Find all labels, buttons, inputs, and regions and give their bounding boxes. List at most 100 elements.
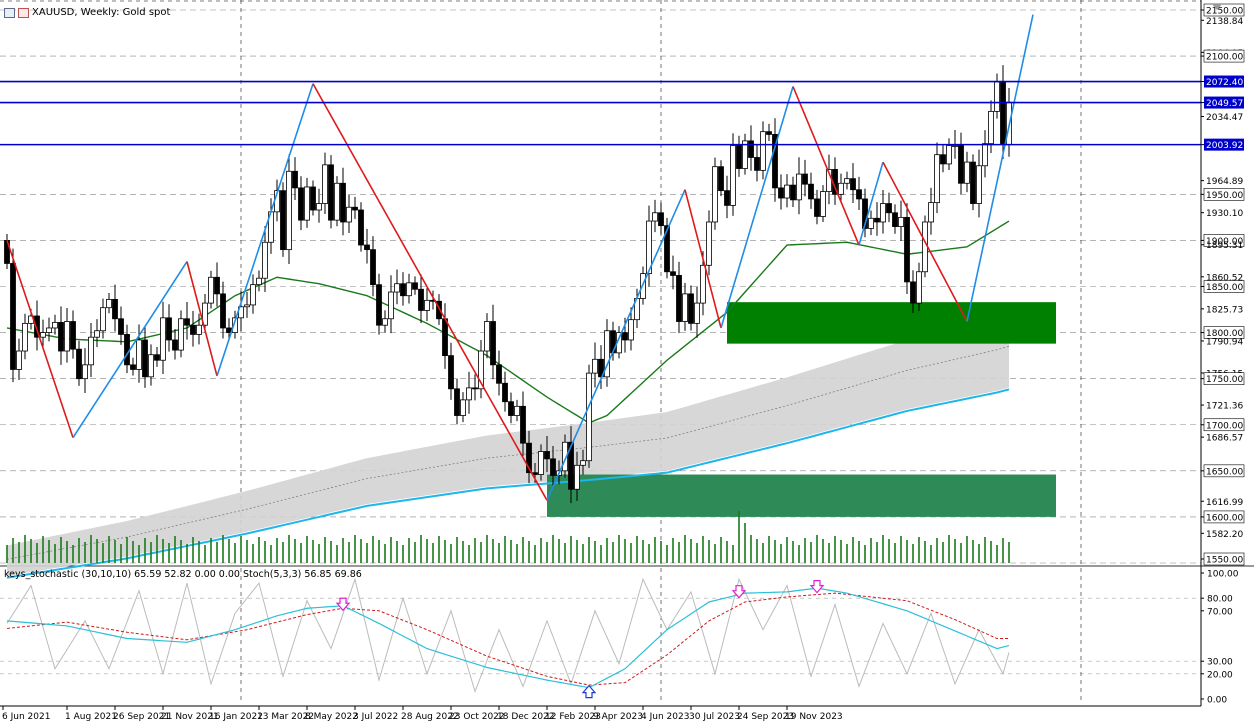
y-tick-label: 1550.00: [1206, 556, 1243, 566]
candle-body: [466, 387, 472, 401]
candle-body: [88, 336, 94, 366]
y-tick-label: 1790.94: [1206, 337, 1243, 347]
candle-body: [700, 264, 706, 304]
candle-body: [796, 173, 802, 201]
chart-shift-icon[interactable]: [1212, 4, 1222, 10]
candle-body: [130, 364, 136, 370]
stoch-main-line: [6, 587, 1010, 689]
zones: [6, 302, 1056, 576]
candle-body: [472, 387, 478, 390]
candle-body: [922, 221, 928, 273]
candle-body: [730, 145, 736, 206]
chart-grid-icon[interactable]: [4, 7, 15, 18]
volume-bars: [6, 511, 1010, 563]
candle-body: [322, 164, 328, 204]
candle-body: [568, 441, 574, 490]
candle-body: [484, 321, 490, 352]
candle-body: [118, 318, 124, 335]
x-tick-label: 1 Aug 2021: [65, 712, 117, 722]
zigzag-segment: [6, 240, 74, 438]
candle-body: [142, 339, 148, 378]
candle-body: [382, 318, 388, 326]
candle-body: [478, 350, 484, 390]
candle-body: [562, 441, 568, 472]
candle-body: [460, 399, 466, 416]
zigzag-segment: [882, 161, 968, 322]
y-tick-label: 1600.00: [1206, 513, 1243, 523]
y-tick-label: 2034.47: [1206, 113, 1243, 123]
candle-body: [580, 460, 586, 466]
candle-body: [898, 216, 904, 227]
x-tick-label: 28 Aug 2022: [401, 712, 459, 722]
candle-body: [748, 140, 754, 158]
candle-body: [184, 318, 190, 326]
zigzag-segment: [720, 86, 794, 329]
y-tick-label: 1650.00: [1206, 467, 1243, 477]
candle-body: [760, 131, 766, 171]
candle-body: [514, 405, 520, 416]
y-tick-label: 1964.89: [1206, 177, 1243, 187]
candle-body: [328, 164, 334, 221]
candle-body: [406, 282, 412, 297]
price-label-frame: [1203, 552, 1245, 566]
stoch-fast-line: [6, 577, 1010, 693]
x-tick-label: 18 Dec 2022: [497, 712, 555, 722]
ma-green-line: [6, 220, 1010, 424]
stoch-tick-label: 70.00: [1207, 607, 1233, 617]
candle-body: [10, 263, 16, 370]
y-tick-label: 1750.00: [1206, 375, 1243, 385]
y-tick-label: 1582.20: [1206, 530, 1243, 540]
candle-body: [1000, 81, 1006, 145]
zigzag-segment: [966, 14, 1034, 322]
candle-body: [952, 145, 958, 147]
candle-body: [646, 220, 652, 274]
price-label-frame: [1203, 418, 1245, 432]
candle-body: [946, 145, 952, 165]
candle-body: [490, 321, 496, 366]
demand-zone-upper: [727, 302, 1056, 344]
candle-body: [442, 318, 448, 357]
price-label-frame: [1203, 510, 1245, 524]
candle-body: [592, 358, 598, 374]
candle-body: [658, 212, 664, 227]
candle-body: [454, 388, 460, 416]
candle-body: [856, 189, 862, 200]
stoch-tick-label: 30.00: [1207, 658, 1233, 668]
candle-body: [64, 321, 70, 352]
candle-body: [220, 293, 226, 329]
sell-arrow-icon: [731, 585, 747, 599]
price-label-frame: [1203, 464, 1245, 478]
chart-settings-icon[interactable]: [18, 7, 29, 18]
candle-body: [388, 291, 394, 320]
price-label-box: [1204, 96, 1244, 109]
candle-body: [244, 304, 250, 308]
candle-body: [838, 182, 844, 195]
candle-body: [982, 143, 988, 167]
price-label-frame: [1203, 188, 1245, 201]
candle-body: [340, 182, 346, 223]
candle-body: [586, 372, 592, 462]
candle-body: [574, 464, 580, 490]
candle-body: [970, 161, 976, 204]
candle-body: [874, 217, 880, 223]
candle-body: [934, 154, 940, 204]
candle-body: [784, 184, 790, 199]
candle-body: [190, 324, 196, 335]
stoch-tick-label: 80.00: [1207, 595, 1233, 605]
price-label-frame: [1203, 280, 1245, 293]
zigzag-segment: [72, 261, 188, 439]
candle-body: [16, 350, 22, 370]
candle-body: [76, 348, 82, 380]
candle-body: [706, 221, 712, 266]
candle-body: [550, 458, 556, 476]
candle-body: [316, 203, 322, 211]
price-label-box: [1204, 138, 1244, 151]
y-tick-label: 1850.00: [1206, 283, 1243, 293]
candle-body: [814, 198, 820, 217]
price-label-frame: [1203, 234, 1245, 247]
candle-body: [424, 299, 430, 311]
candle-body: [664, 225, 670, 273]
candle-body: [502, 382, 508, 403]
